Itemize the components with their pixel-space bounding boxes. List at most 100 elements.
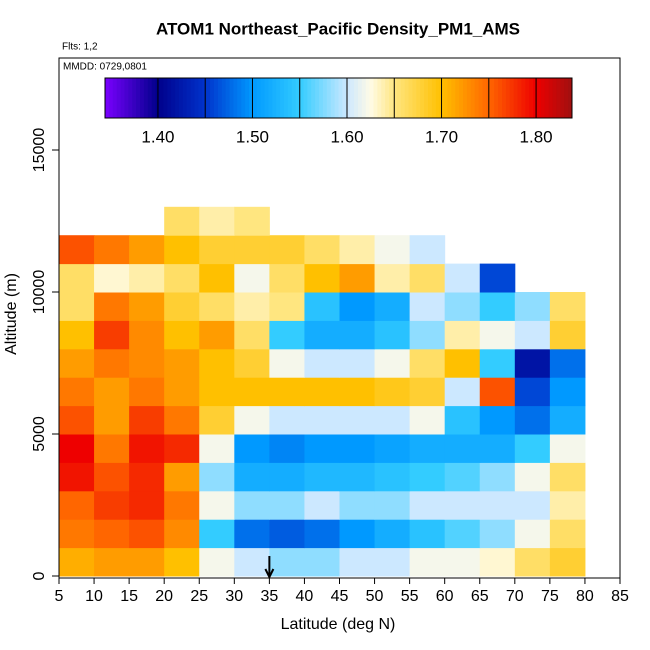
- colorbar-segment: [291, 78, 297, 118]
- x-tick-label: 45: [331, 588, 349, 605]
- colorbar-segment: [334, 78, 339, 118]
- x-tick-label: 50: [366, 588, 384, 605]
- heat-cell: [304, 377, 340, 407]
- colorbar-segment: [256, 78, 262, 118]
- colorbar-segment: [198, 78, 203, 118]
- heat-cell: [59, 519, 95, 549]
- colorbar-segment: [373, 78, 378, 118]
- heat-cell: [444, 434, 481, 463]
- colorbar-segment: [482, 78, 487, 118]
- heat-cell: [479, 292, 516, 321]
- colorbar-segment: [311, 78, 316, 118]
- heat-cell: [94, 320, 130, 350]
- colorbar-segment: [521, 78, 526, 118]
- heat-cell: [409, 462, 446, 492]
- heat-cell: [304, 547, 340, 577]
- colorbar-segment: [186, 78, 192, 118]
- colorbar-segment: [525, 78, 530, 118]
- colorbar-segment: [412, 78, 417, 118]
- colorbar-segment: [147, 78, 153, 118]
- colorbar-segment: [116, 78, 122, 118]
- colorbar-segment: [424, 78, 429, 118]
- heat-cell: [59, 348, 95, 378]
- colorbar-segment: [178, 78, 184, 118]
- colorbar-segment: [233, 78, 238, 118]
- heat-cell: [549, 405, 586, 435]
- heat-cell: [304, 235, 340, 265]
- heat-cell: [269, 405, 305, 435]
- heat-cell: [269, 348, 305, 378]
- colorbar-segment: [505, 78, 511, 118]
- colorbar-segment: [264, 78, 269, 118]
- heat-cell: [164, 519, 200, 549]
- heat-cell: [59, 235, 95, 265]
- x-tick-label: 20: [155, 588, 173, 605]
- heat-cell: [129, 263, 165, 293]
- colorbar-segment: [377, 78, 382, 118]
- heat-cell: [129, 405, 165, 435]
- heat-cell: [164, 235, 200, 265]
- heat-cell: [59, 547, 95, 577]
- x-tick-label: 25: [190, 588, 208, 605]
- x-tick-label: 55: [401, 588, 419, 605]
- colorbar-segment: [132, 78, 137, 118]
- heat-cell: [129, 348, 165, 378]
- heat-cell: [234, 547, 270, 577]
- heat-cell: [94, 263, 130, 293]
- heat-cell: [514, 405, 551, 435]
- heat-cell: [549, 320, 586, 350]
- colorbar-segment: [354, 78, 359, 118]
- colorbar-segment: [490, 78, 495, 118]
- colorbar-segment: [381, 78, 386, 118]
- heat-cell: [514, 434, 551, 463]
- colorbar-segment: [342, 78, 347, 118]
- heat-cell: [164, 405, 200, 435]
- heat-cell: [479, 320, 516, 350]
- x-tick-label: 60: [436, 588, 454, 605]
- colorbar-segment: [299, 78, 304, 118]
- heat-cell: [234, 263, 270, 293]
- x-tick-label: 10: [85, 588, 103, 605]
- heat-cell: [514, 490, 551, 520]
- colorbar-segment: [396, 78, 402, 118]
- colorbar-segment: [540, 78, 546, 118]
- heat-cell: [409, 348, 446, 378]
- colorbar-segment: [400, 78, 406, 118]
- heat-cell: [129, 235, 165, 265]
- colorbar-segment: [357, 78, 363, 118]
- heat-cell: [164, 292, 200, 321]
- heat-cell: [199, 263, 235, 293]
- heat-cell: [199, 235, 235, 265]
- colorbar-segment: [124, 78, 129, 118]
- colorbar-segment: [564, 78, 569, 118]
- heat-cell: [234, 490, 270, 520]
- heat-cell: [409, 377, 446, 407]
- heat-cell: [374, 434, 411, 463]
- colorbar-segment: [494, 78, 499, 118]
- heat-cell: [269, 547, 305, 577]
- heat-cell: [409, 405, 446, 435]
- heat-cell: [479, 547, 516, 577]
- heat-cell: [94, 292, 130, 321]
- heat-cell: [549, 377, 586, 407]
- heat-cell: [339, 490, 376, 520]
- heat-cell: [339, 348, 376, 378]
- colorbar-segment: [284, 78, 289, 118]
- heat-cell: [94, 547, 130, 577]
- colorbar-segment: [140, 78, 145, 118]
- heat-cell: [129, 547, 165, 577]
- heat-cell: [339, 462, 376, 492]
- heat-cell: [94, 434, 130, 463]
- colorbar-segment: [206, 78, 211, 118]
- heat-cell: [304, 348, 340, 378]
- flights-note: Flts: 1,2: [62, 42, 98, 53]
- colorbar-segment: [536, 78, 542, 118]
- colorbar-segment: [416, 78, 421, 118]
- colorbar-segment: [182, 78, 188, 118]
- heat-cell: [374, 292, 411, 321]
- heat-cell: [234, 434, 270, 463]
- heat-cell: [304, 292, 340, 321]
- colorbar-segment: [455, 78, 460, 118]
- heat-cell: [409, 547, 446, 577]
